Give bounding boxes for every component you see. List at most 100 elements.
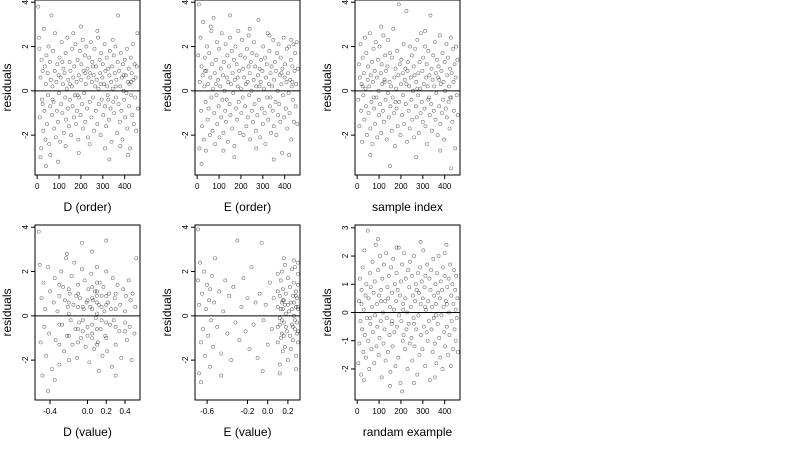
data-point: [289, 37, 294, 42]
data-point: [411, 64, 416, 69]
x-tick-label: 400: [438, 182, 452, 191]
data-point: [423, 124, 428, 129]
y-tick-label: 2: [341, 253, 350, 258]
data-point: [401, 93, 406, 98]
data-point: [449, 293, 454, 298]
data-point: [379, 131, 384, 135]
data-point: [254, 84, 259, 89]
data-point: [427, 73, 432, 78]
data-point: [378, 71, 383, 76]
data-point: [420, 119, 425, 124]
data-point: [280, 287, 285, 292]
data-point: [287, 44, 291, 49]
data-point: [392, 75, 397, 80]
data-point: [90, 322, 95, 327]
data-point: [104, 55, 109, 60]
data-point: [74, 80, 79, 84]
data-point: [396, 2, 401, 7]
data-point: [207, 298, 212, 303]
data-point: [389, 265, 393, 270]
data-point: [414, 155, 419, 160]
data-point: [293, 318, 297, 323]
data-point: [400, 262, 404, 267]
data-point: [223, 42, 228, 47]
data-point: [227, 293, 232, 298]
data-point: [365, 316, 369, 321]
data-point: [69, 274, 74, 278]
data-point: [213, 142, 218, 146]
data-point: [275, 88, 280, 93]
data-point: [423, 304, 427, 309]
data-point: [296, 271, 300, 276]
data-point: [64, 333, 69, 338]
data-point: [367, 367, 372, 371]
data-point: [403, 276, 408, 281]
data-point: [102, 82, 106, 87]
data-point: [202, 68, 207, 73]
data-point: [427, 319, 431, 323]
data-point: [47, 60, 52, 64]
data-point: [52, 276, 57, 281]
data-point: [251, 322, 256, 327]
data-point: [104, 269, 109, 274]
data-point: [285, 126, 290, 131]
data-point: [88, 71, 93, 76]
data-point: [92, 128, 96, 133]
x-axis-label: D (order): [63, 200, 111, 214]
data-point: [217, 289, 222, 294]
data-point: [296, 260, 300, 265]
data-point: [269, 64, 274, 69]
data-point: [38, 155, 43, 160]
data-point: [388, 383, 392, 388]
data-point: [275, 51, 279, 56]
data-point: [265, 31, 270, 36]
data-point: [227, 102, 232, 107]
panel-randam-example: 0 100 200 300 400 -2 -1 0 1 2 3 randam example resid…: [320, 224, 461, 439]
data-point: [361, 93, 366, 98]
data-point: [277, 316, 282, 320]
data-point: [394, 271, 399, 275]
data-point: [58, 75, 63, 80]
data-point: [296, 307, 300, 312]
data-point: [104, 320, 109, 325]
data-point: [437, 296, 442, 301]
data-point: [71, 75, 76, 80]
data-point: [85, 106, 89, 111]
data-point: [122, 57, 127, 62]
data-point: [435, 271, 439, 275]
data-point: [258, 80, 263, 84]
data-point: [455, 57, 460, 62]
data-point: [211, 86, 215, 91]
data-point: [37, 46, 42, 51]
data-point: [225, 331, 230, 336]
data-point: [82, 91, 87, 95]
data-point: [294, 367, 298, 371]
data-point: [291, 119, 296, 124]
data-point: [368, 126, 373, 131]
data-point: [208, 75, 213, 80]
data-point: [79, 240, 84, 245]
data-point: [75, 356, 80, 360]
data-point: [374, 344, 379, 349]
x-tick-label: 100: [372, 407, 386, 416]
data-point: [227, 64, 231, 69]
data-point: [451, 302, 456, 306]
data-point: [71, 31, 76, 36]
data-point: [377, 44, 382, 49]
data-point: [201, 137, 206, 142]
data-point: [278, 119, 283, 124]
data-point: [252, 40, 256, 44]
data-point: [43, 307, 48, 312]
data-point: [253, 300, 258, 305]
data-point: [388, 51, 392, 56]
data-point: [225, 53, 230, 58]
data-point: [378, 102, 383, 107]
data-point: [422, 285, 427, 289]
data-point: [53, 135, 58, 140]
data-point: [290, 267, 294, 272]
data-point: [368, 153, 373, 157]
data-point: [358, 319, 363, 323]
data-point: [453, 307, 458, 312]
data-point: [221, 131, 226, 135]
data-point: [400, 338, 405, 343]
